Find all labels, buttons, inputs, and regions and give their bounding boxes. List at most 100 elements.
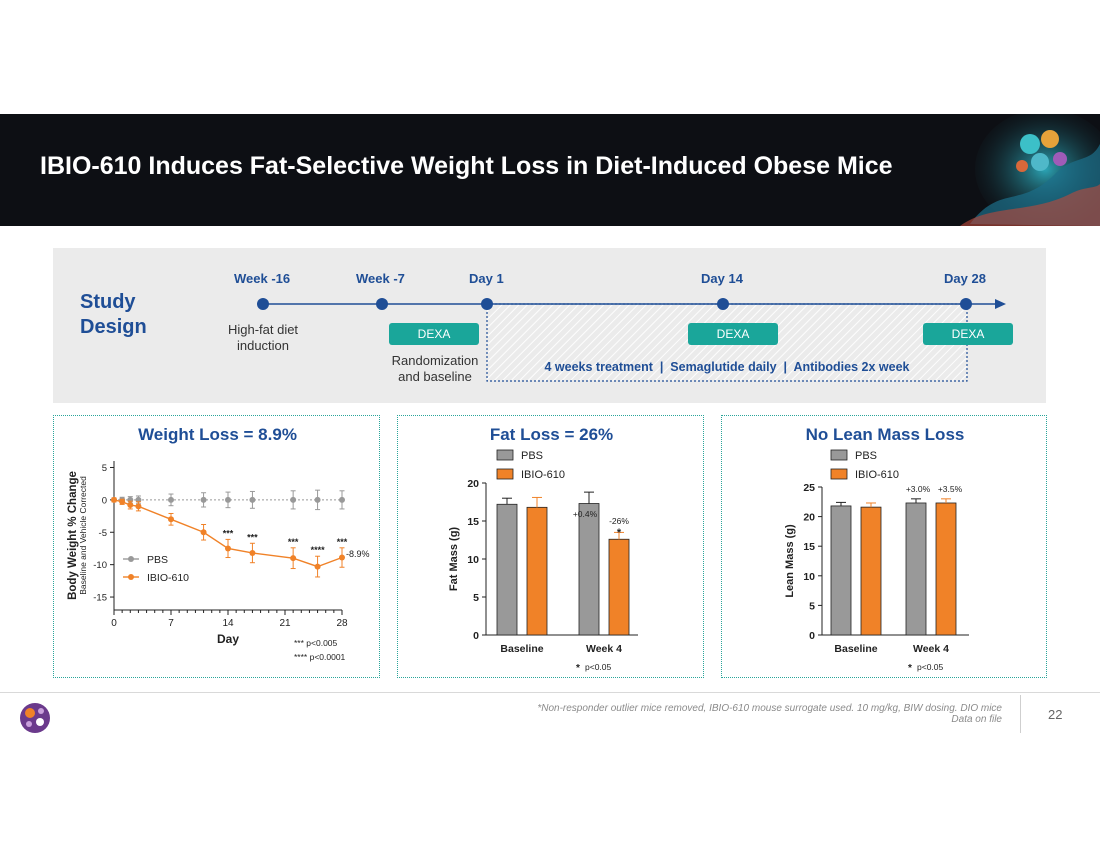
- lean-mass-panel: No Lean Mass Loss 0 5 10 15 20 25 Lean Mass (g…: [721, 415, 1047, 678]
- x-axis-label: Day: [217, 632, 239, 646]
- data-point: [225, 496, 231, 503]
- data-point: [249, 496, 256, 503]
- x-tick-label: 28: [336, 618, 348, 629]
- y-tick-label: 0: [809, 630, 815, 642]
- bar: [935, 502, 957, 636]
- fat-mass-bar-chart: 0 5 10 15 20 Fat Mass (g) Baseline Week 4 +0.4% -…: [448, 449, 638, 674]
- timeline-arrow-icon: [995, 299, 1006, 309]
- y-tick-label: 5: [102, 463, 107, 474]
- significance-marker: ***: [223, 528, 234, 538]
- data-point: [135, 503, 142, 510]
- timeline-dot: [960, 298, 972, 310]
- x-tick-label: 14: [222, 618, 234, 629]
- bar: [905, 502, 927, 636]
- company-logo-icon: [20, 703, 50, 733]
- data-point: [119, 498, 126, 505]
- bar: [526, 506, 548, 636]
- x-tick-label: 7: [168, 618, 174, 629]
- data-point: [168, 516, 174, 523]
- dexa-badge: DEXA: [688, 323, 778, 345]
- data-point: [339, 496, 345, 503]
- bar: [860, 506, 882, 636]
- weight-loss-panel: Weight Loss = 8.9% 5 0 -5 -10 -15 0 7 14 21 28 Day…: [53, 415, 380, 678]
- page-number: 22: [1048, 707, 1063, 722]
- x-tick-label: 0: [111, 618, 117, 629]
- timeline-dot: [376, 298, 388, 310]
- y-tick-label: 25: [803, 482, 815, 494]
- bar: [578, 503, 600, 636]
- bar: [496, 503, 518, 636]
- bar: [608, 538, 630, 636]
- timeline-dot: [481, 298, 493, 310]
- legend-swatch: [496, 449, 514, 461]
- legend-label: PBS: [147, 554, 168, 566]
- data-point: [314, 563, 321, 570]
- percent-annotation: +3.0%: [906, 484, 931, 494]
- timepoint-label: Day 28: [944, 271, 986, 286]
- randomization-label: Randomization and baseline: [391, 353, 479, 384]
- y-tick-label: 15: [467, 516, 479, 528]
- y-tick-label: 0: [473, 630, 479, 642]
- significance-marker-icon: *: [908, 663, 912, 674]
- significance-footnote: *** p<0.005: [294, 638, 338, 648]
- y-tick-label: -15: [93, 593, 107, 604]
- significance-marker: ****: [311, 545, 326, 555]
- data-point: [127, 502, 134, 509]
- y-axis-label: Lean Mass (g): [784, 524, 796, 598]
- dexa-badge: DEXA: [923, 323, 1013, 345]
- significance-marker-icon: *: [576, 663, 580, 674]
- legend-label: IBIO-610: [855, 469, 899, 481]
- chart-title: Fat Loss = 26%: [489, 425, 614, 444]
- title-bar: IBIO-610 Induces Fat-Selective Weight Lo…: [0, 114, 1100, 226]
- significance-marker: ***: [337, 537, 348, 547]
- data-point: [314, 496, 321, 503]
- lean-mass-bar-chart: 0 5 10 15 20 25 Lean Mass (g) Baseline Week 4 +3.…: [784, 449, 969, 674]
- end-value-annotation: -8.9%: [346, 549, 370, 559]
- data-point: [225, 545, 231, 552]
- significance-footnote: **** p<0.0001: [294, 652, 346, 662]
- y-axis-label: Fat Mass (g): [448, 527, 460, 592]
- percent-annotation: +0.4%: [573, 509, 598, 519]
- x-tick-label: Baseline: [500, 643, 543, 655]
- treatment-description: 4 weeks treatment | Semaglutide daily | …: [544, 360, 910, 374]
- legend-swatch: [830, 449, 848, 461]
- timeline: [257, 298, 1006, 382]
- fat-loss-panel: Fat Loss = 26% 0 5 10 15 20 Fat Mass (g) Basel…: [397, 415, 704, 678]
- timeline-dot: [717, 298, 729, 310]
- y-axis-sublabel: Baseline and Vehicle Corrected: [78, 476, 88, 595]
- bar: [830, 505, 852, 636]
- footer-divider: [0, 692, 1100, 693]
- legend-marker: [128, 556, 134, 562]
- y-axis-label: Body Weight % Change: [67, 471, 79, 600]
- y-tick-label: 20: [467, 478, 479, 490]
- y-tick-label: 15: [803, 541, 815, 553]
- legend-label: PBS: [521, 450, 543, 462]
- y-tick-label: 0: [102, 495, 107, 506]
- x-tick-label: 21: [279, 618, 291, 629]
- data-point: [200, 529, 207, 536]
- y-tick-label: 5: [473, 592, 479, 604]
- slide-title: IBIO-610 Induces Fat-Selective Weight Lo…: [40, 152, 893, 180]
- significance-marker: *: [617, 527, 622, 539]
- dexa-badge: DEXA: [389, 323, 479, 345]
- weight-line-chart: 5 0 -5 -10 -15 0 7 14 21 28 Day Body Weight % Chang…: [67, 461, 370, 662]
- data-point: [168, 496, 174, 503]
- chart-title: No Lean Mass Loss: [805, 425, 965, 444]
- y-tick-label: -10: [93, 560, 107, 571]
- timepoint-label: Day 1: [469, 271, 504, 286]
- timeline-dot: [257, 298, 269, 310]
- significance-marker: ***: [247, 532, 258, 542]
- y-tick-label: 10: [467, 554, 479, 566]
- x-tick-label: Week 4: [586, 643, 622, 655]
- study-design-title: Study Design: [80, 291, 147, 338]
- legend-label: IBIO-610: [521, 469, 565, 481]
- data-point: [200, 496, 207, 503]
- data-point: [111, 496, 117, 503]
- hfd-induction-label: High-fat diet induction: [227, 322, 299, 353]
- data-point: [249, 549, 256, 556]
- y-tick-label: 5: [809, 600, 815, 612]
- percent-annotation: +3.5%: [938, 484, 963, 494]
- footnote: *Non-responder outlier mice removed, IBI…: [537, 703, 1002, 725]
- antibody-illustration-icon: [960, 114, 1100, 226]
- data-point: [290, 555, 297, 562]
